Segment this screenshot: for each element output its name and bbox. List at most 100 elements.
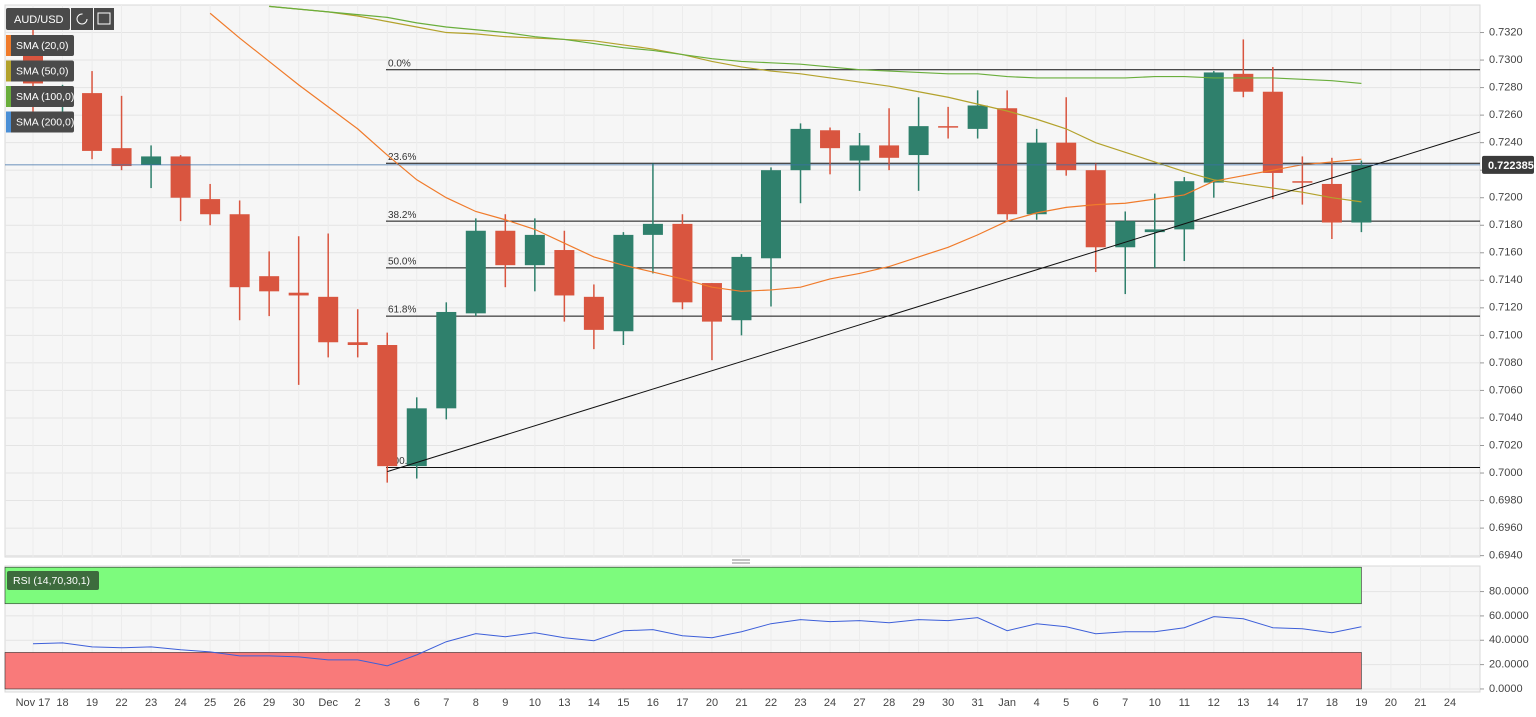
y-tick-label: 80.0000 <box>1489 585 1529 597</box>
y-tick-label: 0.7000 <box>1489 467 1523 479</box>
candle-body <box>701 283 722 322</box>
reload-button[interactable] <box>71 8 93 30</box>
x-tick-label: 10 <box>529 697 541 709</box>
x-tick-label: 12 <box>1208 697 1220 709</box>
x-tick-label: 16 <box>647 697 659 709</box>
candle-body <box>318 296 339 343</box>
x-tick-label: 23 <box>794 697 806 709</box>
candle-body <box>524 234 545 266</box>
y-tick-label: 0.7240 <box>1489 137 1523 149</box>
legend-label: SMA (20,0) <box>16 40 69 52</box>
x-tick-label: 13 <box>558 697 570 709</box>
candle-body <box>1262 91 1283 173</box>
candle-body <box>938 126 959 128</box>
candle-body <box>170 156 191 198</box>
x-tick-label: 14 <box>1267 697 1279 709</box>
x-tick-label: 26 <box>234 697 246 709</box>
y-tick-label: 0.6960 <box>1489 522 1523 534</box>
settings-button[interactable] <box>94 8 114 30</box>
y-tick-label: 0.7180 <box>1489 219 1523 231</box>
x-tick-label: 20 <box>706 697 718 709</box>
candle-body <box>790 128 811 171</box>
y-tick-label: 0.7200 <box>1489 192 1523 204</box>
x-tick-label: Nov 17 <box>16 697 51 709</box>
candle-body <box>436 311 457 409</box>
candle-body <box>1144 229 1165 233</box>
x-tick-label: 24 <box>174 697 186 709</box>
candle-body <box>879 145 900 158</box>
rsi-band <box>4 652 1362 690</box>
candle-body <box>82 93 103 151</box>
x-tick-label: 11 <box>1179 697 1190 709</box>
x-tick-label: 8 <box>473 697 479 709</box>
y-tick-label: 20.0000 <box>1489 659 1529 671</box>
x-tick-label: 30 <box>293 697 305 709</box>
fib-label: 100.0% <box>388 456 422 467</box>
x-tick-label: 20 <box>1385 697 1397 709</box>
legend-box[interactable] <box>6 111 74 133</box>
x-tick-label: 22 <box>115 697 127 709</box>
candle-body <box>406 408 427 467</box>
last-price-box <box>1482 155 1534 174</box>
y-tick-label: 0.7320 <box>1489 26 1523 38</box>
rsi-line <box>32 616 1362 667</box>
y-tick-label: 0.7280 <box>1489 81 1523 93</box>
sma-line <box>209 12 1362 292</box>
x-tick-label: 5 <box>1063 697 1069 709</box>
x-tick-label: 22 <box>765 697 777 709</box>
legend-swatch <box>6 35 11 56</box>
sma-line <box>269 5 1362 203</box>
legend-label: SMA (100,0) <box>16 91 74 103</box>
y-tick-label: 0.0000 <box>1489 683 1523 695</box>
candle-body <box>288 292 309 296</box>
sma-line <box>269 5 1362 85</box>
candle-body <box>1056 142 1077 171</box>
x-tick-label: 7 <box>443 697 449 709</box>
x-tick-label: Dec <box>318 697 338 709</box>
candle-body <box>967 105 988 129</box>
x-tick-label: 29 <box>263 697 275 709</box>
candle-body <box>1203 72 1224 183</box>
candle-body <box>731 256 752 321</box>
legend-swatch <box>6 60 11 82</box>
candle-body <box>997 108 1018 215</box>
rsi-legend-label: RSI (14,70,30,1) <box>13 575 90 587</box>
x-tick-label: 21 <box>1414 697 1426 709</box>
legend-box[interactable] <box>6 35 74 56</box>
reload-icon <box>76 13 88 25</box>
candle-body <box>908 126 929 156</box>
x-tick-label: 3 <box>384 697 390 709</box>
x-tick-label: 17 <box>1296 697 1308 709</box>
candle-body <box>259 276 280 292</box>
candle-body <box>554 250 575 296</box>
y-tick-label: 60.0000 <box>1489 610 1529 622</box>
legend-box[interactable] <box>6 60 74 82</box>
x-tick-label: 7 <box>1122 697 1128 709</box>
y-tick-label: 0.7260 <box>1489 109 1523 121</box>
legend-swatch <box>6 111 11 133</box>
y-tick-label: 0.7080 <box>1489 357 1523 369</box>
fib-label: 38.2% <box>388 210 416 221</box>
x-tick-label: 18 <box>1326 697 1338 709</box>
candle-body <box>820 130 841 149</box>
candle-body <box>613 234 634 332</box>
y-tick-label: 0.7020 <box>1489 439 1523 451</box>
y-tick-label: 0.7060 <box>1489 384 1523 396</box>
x-tick-label: 15 <box>617 697 629 709</box>
y-tick-label: 0.6980 <box>1489 494 1523 506</box>
candle-body <box>642 223 663 235</box>
last-price-label: 0.722385 <box>1488 160 1534 172</box>
candle-body <box>229 214 250 288</box>
legend-box[interactable] <box>6 86 74 107</box>
fib-label: 61.8% <box>388 305 416 316</box>
x-tick-label: 27 <box>853 697 865 709</box>
candle-body <box>849 145 870 161</box>
y-tick-label: 40.0000 <box>1489 634 1529 646</box>
x-tick-label: 17 <box>676 697 688 709</box>
legend-label: SMA (200,0) <box>16 116 74 128</box>
candle-body <box>1351 164 1372 223</box>
y-tick-label: 0.7300 <box>1489 54 1523 66</box>
y-tick-label: 0.7100 <box>1489 329 1523 341</box>
x-tick-label: 30 <box>942 697 954 709</box>
